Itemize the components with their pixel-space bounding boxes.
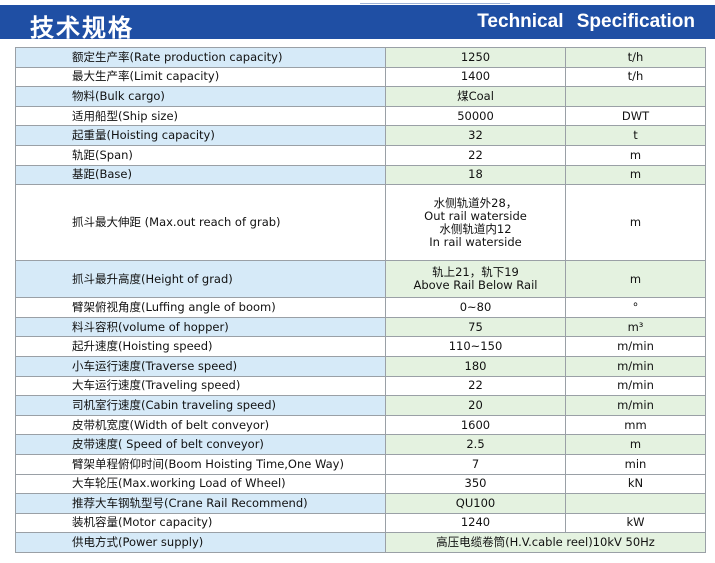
parameter-name: 起重量(Hoisting capacity) bbox=[15, 125, 386, 146]
parameter-name: 皮带速度( Speed of belt conveyor) bbox=[15, 434, 386, 455]
parameter-value: QU100 bbox=[385, 493, 566, 514]
parameter-value: 轨上21，轨下19 Above Rail Below Rail bbox=[385, 260, 566, 299]
parameter-name: 轨距(Span) bbox=[15, 144, 386, 166]
parameter-value: 1400 bbox=[385, 66, 566, 88]
value-line: 水侧轨道外28， bbox=[433, 195, 518, 210]
parameter-unit: m/min bbox=[565, 395, 706, 416]
parameter-value: 75 bbox=[385, 316, 566, 338]
table-row: 供电方式(Power supply) 高压电缆卷筒(H.V.cable reel)… bbox=[15, 532, 706, 553]
table-row: 臂架单程俯仰时间(Boom Hoisting Time,One Way) 7 min bbox=[15, 453, 706, 475]
parameter-name: 臂架单程俯仰时间(Boom Hoisting Time,One Way) bbox=[15, 453, 386, 475]
parameter-value: 22 bbox=[385, 144, 566, 166]
parameter-value: 32 bbox=[385, 125, 566, 146]
title-banner: 技术规格 Technical Specification bbox=[0, 5, 715, 42]
parameter-unit: m/min bbox=[565, 355, 706, 377]
parameter-name: 起升速度(Hoisting speed) bbox=[15, 336, 386, 357]
value-line: Out rail waterside bbox=[424, 208, 527, 223]
parameter-name: 料斗容积(volume of hopper) bbox=[15, 316, 386, 338]
table-row: 小车运行速度(Traverse speed) 180 m/min bbox=[15, 355, 706, 377]
table-row: 轨距(Span) 22 m bbox=[15, 144, 706, 166]
parameter-name: 装机容量(Motor capacity) bbox=[15, 512, 386, 534]
value-line: 轨上21，轨下19 bbox=[432, 265, 519, 280]
parameter-name: 额定生产率(Rate production capacity) bbox=[15, 47, 386, 68]
parameter-unit: m/min bbox=[565, 336, 706, 357]
parameter-value: 20 bbox=[385, 395, 566, 416]
parameter-value: 1250 bbox=[385, 47, 566, 68]
parameter-name: 大车轮压(Max.working Load of Wheel) bbox=[15, 473, 386, 495]
table-row: 基距(Base) 18 m bbox=[15, 164, 706, 186]
parameter-name: 大车运行速度(Traveling speed) bbox=[15, 375, 386, 397]
table-row: 抓斗最升高度(Height of grad) 轨上21，轨下19 Above Rai… bbox=[15, 260, 706, 299]
table-row: 起重量(Hoisting capacity) 32 t bbox=[15, 125, 706, 146]
parameter-name: 最大生产率(Limit capacity) bbox=[15, 66, 386, 88]
spec-table-body: 额定生产率(Rate production capacity) 1250 t/h 最大… bbox=[15, 47, 706, 553]
parameter-value: 1600 bbox=[385, 414, 566, 436]
spec-table: 额定生产率(Rate production capacity) 1250 t/h 最大… bbox=[15, 47, 706, 553]
parameter-value: 1240 bbox=[385, 512, 566, 534]
parameter-unit: m bbox=[565, 434, 706, 455]
parameter-unit: t bbox=[565, 125, 706, 146]
parameter-unit: kW bbox=[565, 512, 706, 534]
table-row: 大车运行速度(Traveling speed) 22 m/min bbox=[15, 375, 706, 397]
parameter-value: 水侧轨道外28， Out rail waterside 水侧轨道内12 In rail… bbox=[385, 184, 566, 262]
parameter-name: 司机室行速度(Cabin traveling speed) bbox=[15, 395, 386, 416]
parameter-name: 小车运行速度(Traverse speed) bbox=[15, 355, 386, 377]
parameter-name: 基距(Base) bbox=[15, 164, 386, 186]
parameter-name: 抓斗最大伸距 (Max.out reach of grab) bbox=[15, 184, 386, 262]
value-line: 水侧轨道内12 bbox=[439, 221, 512, 236]
table-row: 料斗容积(volume of hopper) 75 m³ bbox=[15, 316, 706, 338]
table-row: 物料(Bulk cargo) 煤Coal bbox=[15, 86, 706, 107]
table-row: 起升速度(Hoisting speed) 110~150 m/min bbox=[15, 336, 706, 357]
table-row: 最大生产率(Limit capacity) 1400 t/h bbox=[15, 66, 706, 88]
table-row: 抓斗最大伸距 (Max.out reach of grab) 水侧轨道外28， Ou… bbox=[15, 184, 706, 262]
table-row: 推荐大车钢轨型号(Crane Rail Recommend) QU100 bbox=[15, 493, 706, 514]
parameter-value: 50000 bbox=[385, 105, 566, 127]
table-row: 额定生产率(Rate production capacity) 1250 t/h bbox=[15, 47, 706, 68]
parameter-unit: t/h bbox=[565, 66, 706, 88]
parameter-unit: mm bbox=[565, 414, 706, 436]
table-row: 适用船型(Ship size) 50000 DWT bbox=[15, 105, 706, 127]
parameter-value: 350 bbox=[385, 473, 566, 495]
parameter-name: 皮带机宽度(Width of belt conveyor) bbox=[15, 414, 386, 436]
parameter-value: 180 bbox=[385, 355, 566, 377]
parameter-name: 物料(Bulk cargo) bbox=[15, 86, 386, 107]
value-line: Above Rail Below Rail bbox=[413, 278, 538, 293]
table-row: 大车轮压(Max.working Load of Wheel) 350 kN bbox=[15, 473, 706, 495]
parameter-unit: t/h bbox=[565, 47, 706, 68]
parameter-unit: DWT bbox=[565, 105, 706, 127]
value-line: In rail waterside bbox=[429, 234, 522, 249]
table-row: 皮带机宽度(Width of belt conveyor) 1600 mm bbox=[15, 414, 706, 436]
parameter-value: 0~80 bbox=[385, 297, 566, 318]
top-rule bbox=[360, 0, 510, 4]
title-english: Technical Specification bbox=[477, 11, 695, 32]
parameter-value: 高压电缆卷筒(H.V.cable reel)10kV 50Hz bbox=[385, 532, 706, 553]
table-row: 司机室行速度(Cabin traveling speed) 20 m/min bbox=[15, 395, 706, 416]
parameter-value: 煤Coal bbox=[385, 86, 566, 107]
table-row: 装机容量(Motor capacity) 1240 kW bbox=[15, 512, 706, 534]
parameter-unit: min bbox=[565, 453, 706, 475]
parameter-unit: m/min bbox=[565, 375, 706, 397]
parameter-value: 22 bbox=[385, 375, 566, 397]
title-chinese: 技术规格 bbox=[30, 14, 134, 42]
parameter-value: 18 bbox=[385, 164, 566, 186]
parameter-name: 适用船型(Ship size) bbox=[15, 105, 386, 127]
parameter-unit: m bbox=[565, 144, 706, 166]
parameter-name: 推荐大车钢轨型号(Crane Rail Recommend) bbox=[15, 493, 386, 514]
parameter-value: 2.5 bbox=[385, 434, 566, 455]
parameter-unit: kN bbox=[565, 473, 706, 495]
parameter-value: 7 bbox=[385, 453, 566, 475]
parameter-unit bbox=[565, 493, 706, 514]
parameter-unit: m bbox=[565, 184, 706, 262]
parameter-value: 110~150 bbox=[385, 336, 566, 357]
parameter-name: 抓斗最升高度(Height of grad) bbox=[15, 260, 386, 299]
parameter-name: 供电方式(Power supply) bbox=[15, 532, 386, 553]
parameter-unit: m³ bbox=[565, 316, 706, 338]
parameter-unit: m bbox=[565, 260, 706, 299]
table-row: 皮带速度( Speed of belt conveyor) 2.5 m bbox=[15, 434, 706, 455]
parameter-unit: m bbox=[565, 164, 706, 186]
parameter-unit bbox=[565, 86, 706, 107]
parameter-name: 臂架俯视角度(Luffing angle of boom) bbox=[15, 297, 386, 318]
parameter-unit: ° bbox=[565, 297, 706, 318]
table-row: 臂架俯视角度(Luffing angle of boom) 0~80 ° bbox=[15, 297, 706, 318]
